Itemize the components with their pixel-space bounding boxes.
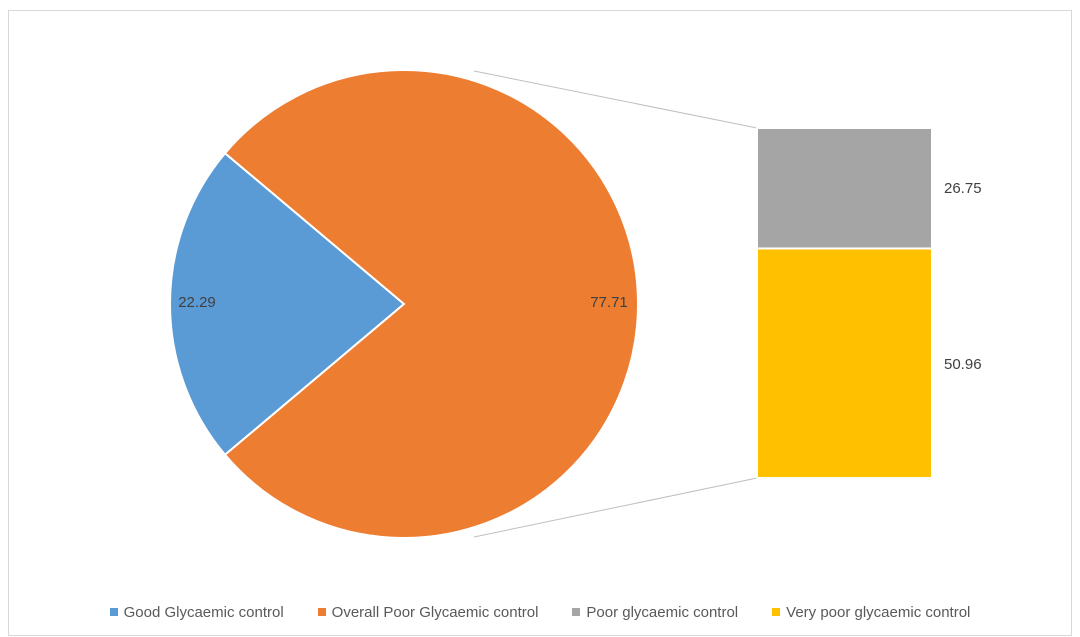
legend-swatch-very-poor <box>772 608 781 616</box>
data-label-poor: 26.75 <box>944 180 982 197</box>
legend-swatch-overall-poor <box>317 608 326 616</box>
data-label-very-poor: 50.96 <box>944 356 982 373</box>
legend-item-poor: Poor glycaemic control <box>572 604 738 621</box>
connector-line-top <box>473 70 758 129</box>
data-label-good: 22.29 <box>178 294 216 311</box>
legend-label-poor: Poor glycaemic control <box>586 603 739 621</box>
bar-segment-poor <box>756 127 933 250</box>
legend-label-good: Good Glycaemic control <box>123 603 284 621</box>
connector-lines <box>473 70 758 538</box>
legend-item-good: Good Glycaemic control <box>109 603 284 621</box>
pie-slice-overall-poor <box>223 69 639 539</box>
legend-swatch-poor <box>572 608 581 616</box>
legend-swatch-good <box>109 608 118 616</box>
pie <box>168 69 639 539</box>
data-labels: 22.29 77.71 26.75 50.96 <box>178 180 981 373</box>
legend-item-very-poor: Very poor glycaemic control <box>772 604 970 621</box>
bar-segment-very-poor <box>756 247 933 479</box>
pie-slice-good <box>168 151 406 457</box>
legend-label-overall-poor: Overall Poor Glycaemic control <box>331 603 539 621</box>
legend: Good Glycaemic control Overall Poor Glyc… <box>0 600 1080 624</box>
connector-line-bottom <box>473 477 758 538</box>
stacked-bar <box>756 127 933 479</box>
legend-label-very-poor: Very poor glycaemic control <box>786 603 971 621</box>
data-label-overall-poor: 77.71 <box>590 294 628 311</box>
legend-item-overall-poor: Overall Poor Glycaemic control <box>317 603 539 621</box>
